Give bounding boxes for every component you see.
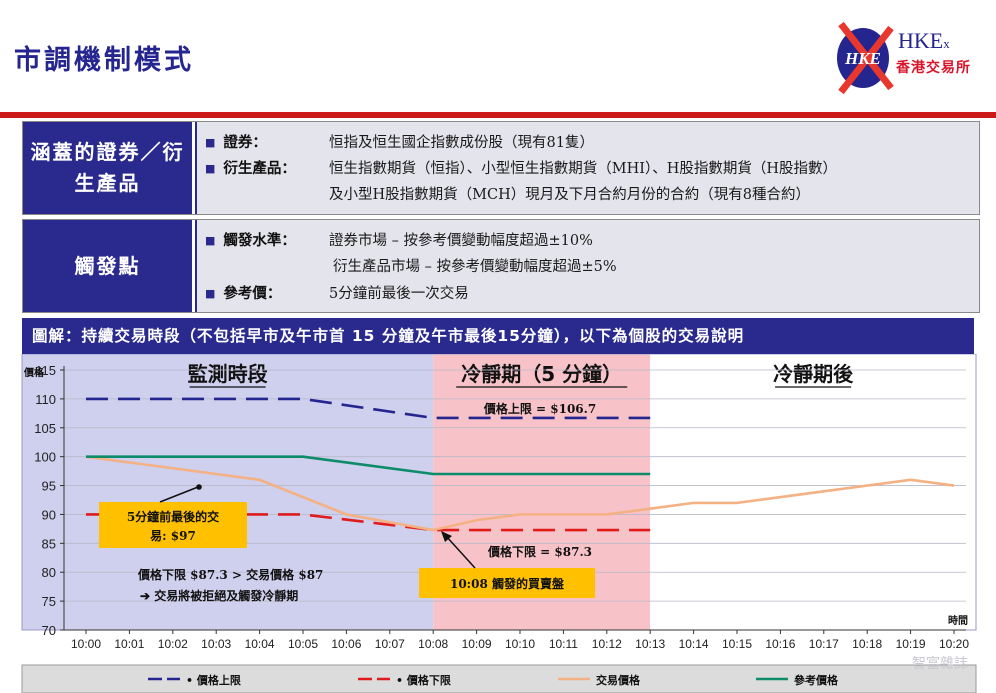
trigger-pointer-arrow (441, 531, 452, 543)
trigger-label: 參考價： (223, 285, 282, 302)
trigger-body: ■ 觸發水準： 證券市場 – 按參考價變動幅度超過±10% 衍生產品市場 – 按參… (195, 220, 979, 312)
bullet-icon: ■ (205, 234, 216, 247)
y-tick-label: 75 (42, 594, 56, 609)
x-tick-label: 10:02 (158, 637, 188, 651)
trigger-value: 衍生產品市場 – 按參考價變動幅度超過±5% (333, 259, 617, 275)
trigger-category: 觸發點 (23, 220, 192, 312)
y-tick-label: 80 (42, 565, 56, 580)
watermark: 智富雜誌 (912, 656, 968, 672)
trigger-value: 證券市場 – 按參考價變動幅度超過±10% (329, 233, 593, 249)
trigger-table: 觸發點 ■ 觸發水準： 證券市場 – 按參考價變動幅度超過±10% 衍生產品市場 … (22, 219, 980, 313)
logo-name: HKEx (898, 28, 950, 54)
x-tick-label: 10:11 (549, 637, 578, 651)
x-tick-label: 10:18 (852, 637, 882, 651)
header-rule (0, 112, 996, 118)
x-tick-label: 10:07 (375, 637, 405, 651)
coverage-label: 證券： (223, 134, 267, 151)
logo-mark-text: HKE (844, 49, 881, 68)
coverage-value: 恒指及恒生國企指數成份股（現有81隻） (329, 135, 594, 151)
legend-box (21, 664, 977, 693)
zone-label: 冷靜期（5 分鐘） (461, 362, 622, 386)
ref-pointer (159, 486, 199, 503)
x-tick-label: 10:06 (331, 637, 361, 651)
lower-limit-label: 價格下限 = $87.3 (487, 544, 592, 559)
logo-name-cn: 香港交易所 (896, 60, 971, 76)
y-tick-label: 85 (42, 536, 56, 551)
legend-label: 參考價格 (794, 673, 839, 687)
ref-pointer-dot (196, 484, 202, 490)
series-line-3 (86, 455, 651, 476)
logo-name-main: HKE (898, 28, 944, 53)
trigger-pointer (445, 535, 476, 569)
x-tick-label: 10:14 (679, 637, 709, 651)
page-title: 市調機制模式 (14, 45, 194, 76)
x-tick-label: 10:10 (505, 637, 535, 651)
y-tick-label: 70 (42, 623, 56, 638)
x-tick-label: 10:00 (71, 637, 101, 651)
x-tick-label: 10:09 (462, 637, 492, 651)
x-tick-label: 10:19 (896, 637, 926, 651)
price-chart: 監測時段 冷靜期（5 分鐘） 冷靜期後 70 75 80 85 90 95 100 105 110 1… (21, 354, 977, 693)
x-tick-label: 10:17 (809, 637, 839, 651)
bullet-icon: ■ (205, 162, 216, 175)
y-axis-label: 價格 (23, 366, 45, 379)
explain-line-1: 價格下限 $87.3 > 交易價格 $87 (137, 567, 323, 582)
y-tick-label: 90 (42, 507, 56, 522)
upper-limit-label: 價格上限 = $106.7 (483, 401, 596, 416)
trigger-row-reference: ■ 參考價： (205, 282, 281, 303)
x-tick-label: 10:16 (765, 637, 795, 651)
x-tick-label: 10:03 (201, 637, 231, 651)
y-tick-label: 115 (35, 363, 56, 378)
x-tick-label: 10:08 (418, 637, 448, 651)
logo-name-suffix: x (943, 36, 950, 51)
bullet-icon: ■ (205, 136, 216, 149)
explain-line-2: ➔ 交易將被拒絕及觸發冷靜期 (140, 588, 298, 603)
coverage-value: 及小型H股指數期貨（MCH）現月及下月合約月份的合約（現有8種合約） (329, 187, 810, 203)
x-axis-label: 時間 (948, 614, 968, 627)
x-tick-label: 10:12 (592, 637, 622, 651)
trigger-row-level: ■ 觸發水準： (205, 229, 296, 250)
legend-label: • 價格下限 (396, 673, 451, 687)
trigger-value: 5分鐘前最後一次交易 (329, 286, 469, 302)
x-tick-label: 10:15 (722, 637, 752, 651)
y-tick-label: 110 (35, 392, 56, 407)
legend-label: • 價格上限 (186, 673, 241, 687)
trigger-box-label: 10:08 觸發的買賣盤 (450, 576, 565, 591)
coverage-table: 涵蓋的證券／衍生產品 ■ 證券： 恒指及恒生國企指數成份股（現有81隻） ■ 衍生產… (22, 121, 980, 215)
x-tick-label: 10:20 (939, 637, 969, 651)
x-tick-label: 10:05 (288, 637, 318, 651)
y-tick-label: 105 (34, 421, 56, 436)
trigger-label: 觸發水準： (223, 232, 296, 249)
x-tick-label: 10:04 (245, 637, 275, 651)
x-tick-label: 10:13 (635, 637, 665, 651)
zone-label: 監測時段 (188, 362, 268, 386)
coverage-category: 涵蓋的證券／衍生產品 (23, 122, 192, 214)
legend-label: 交易價格 (596, 673, 641, 687)
ref-price-box-line: 5分鐘前最後的交 (127, 509, 219, 524)
series-line-2 (85, 455, 955, 532)
ref-price-box-line: 易: $97 (150, 529, 196, 543)
series-line-0 (86, 397, 651, 420)
coverage-label: 衍生產品： (223, 160, 296, 177)
coverage-body: ■ 證券： 恒指及恒生國企指數成份股（現有81隻） ■ 衍生產品： 恒生指數期貨（恒… (195, 122, 979, 214)
coverage-row-derivatives: ■ 衍生產品： (205, 157, 296, 178)
ref-price-box (99, 502, 247, 548)
coverage-row-securities: ■ 證券： (205, 131, 267, 152)
y-tick-label: 95 (42, 479, 56, 494)
coverage-value: 恒生指數期貨（恒指）、小型恒生指數期貨（MHI）、H股指數期貨（H股指數） (329, 161, 838, 177)
illustration-banner: 圖解：持續交易時段（不包括早市及午市首 15 分鐘及午市最後15分鐘），以下為個… (22, 318, 974, 354)
trigger-box (419, 568, 595, 598)
hkex-logo-icon: HKE (837, 21, 894, 95)
zone-label: 冷靜期後 (773, 362, 854, 386)
x-tick-label: 10:01 (114, 637, 144, 651)
bullet-icon: ■ (205, 287, 216, 300)
y-tick-label: 100 (34, 450, 56, 465)
